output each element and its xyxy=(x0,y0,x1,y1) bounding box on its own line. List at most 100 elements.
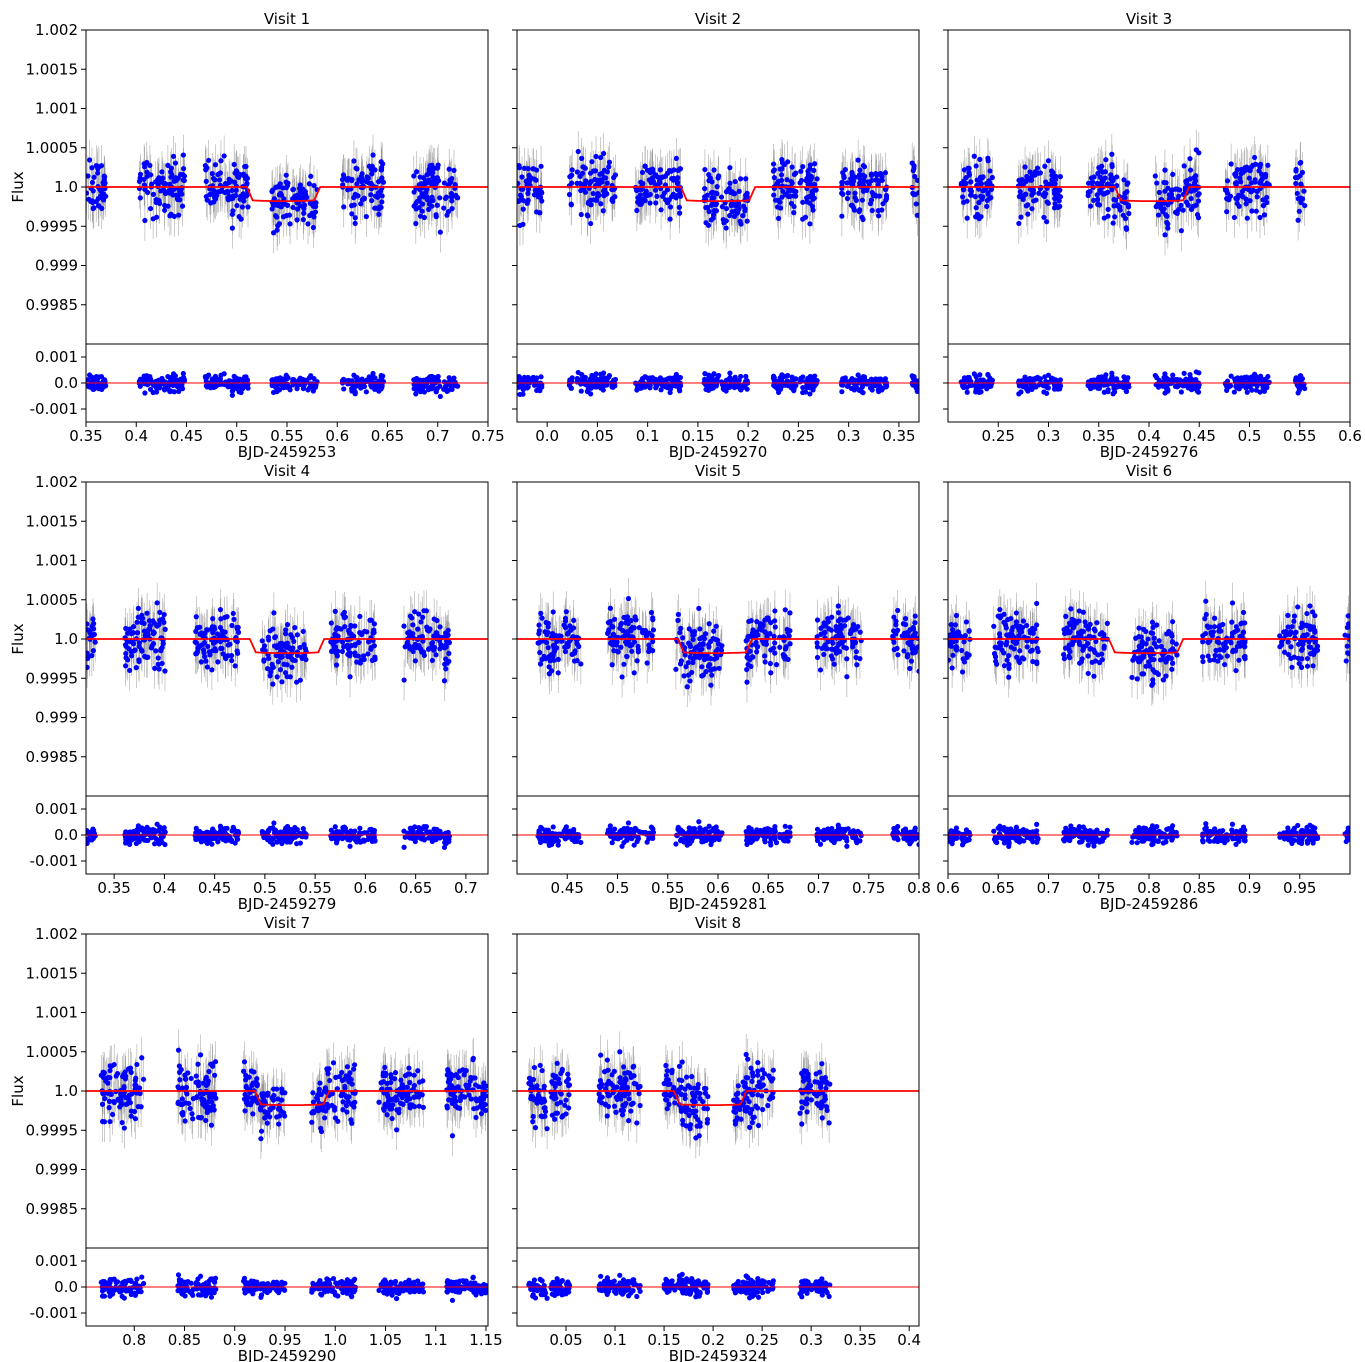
flux-point xyxy=(154,600,160,606)
flux-point xyxy=(153,214,160,220)
flux-point xyxy=(1165,202,1171,208)
flux-point xyxy=(1244,215,1250,221)
flux-point xyxy=(977,156,983,162)
residual-point xyxy=(212,378,218,384)
flux-point xyxy=(720,217,726,223)
residual-point xyxy=(670,378,677,384)
residual-point xyxy=(910,382,916,388)
residual-point xyxy=(229,392,235,398)
flux-point xyxy=(1298,159,1304,166)
flux-point xyxy=(123,625,129,632)
residual-point xyxy=(525,382,531,388)
flux-point xyxy=(668,168,674,174)
flux-point xyxy=(1041,214,1047,220)
flux-point xyxy=(711,208,717,214)
flux-point xyxy=(1232,171,1238,177)
flux-point xyxy=(130,641,137,647)
flux-point xyxy=(851,207,858,213)
residual-point xyxy=(95,383,101,390)
flux-point xyxy=(212,162,219,168)
flux-point xyxy=(352,191,358,197)
flux-point xyxy=(642,163,648,169)
flux-point xyxy=(976,200,982,206)
flux-point xyxy=(1224,178,1231,184)
flux-point xyxy=(964,215,970,221)
residual-point xyxy=(791,388,797,394)
flux-point xyxy=(416,198,422,204)
flux-point xyxy=(1022,164,1028,170)
transit-model-line xyxy=(86,186,488,202)
flux-point xyxy=(798,168,804,174)
residual-point xyxy=(738,373,744,380)
flux-point xyxy=(153,197,159,203)
flux-point xyxy=(127,626,133,632)
flux-point xyxy=(738,176,744,182)
x-tick-label: 0.25 xyxy=(782,427,815,445)
flux-point xyxy=(674,186,680,193)
flux-point xyxy=(341,204,347,210)
flux-point xyxy=(290,204,296,211)
flux-point xyxy=(727,165,733,171)
flux-point xyxy=(449,198,455,204)
flux-point xyxy=(167,181,173,187)
flux-point xyxy=(152,665,158,671)
flux-point xyxy=(142,164,148,170)
flux-point xyxy=(600,208,606,214)
residual-point xyxy=(1037,376,1043,382)
flux-point xyxy=(642,197,648,204)
residual-point xyxy=(1032,375,1038,382)
flux-point xyxy=(807,200,813,206)
flux-point xyxy=(740,213,746,219)
flux-point xyxy=(293,195,299,201)
flux-point xyxy=(967,186,974,192)
flux-point xyxy=(370,152,376,158)
flux-point xyxy=(124,657,131,663)
residual-point xyxy=(1105,387,1111,393)
flux-point xyxy=(984,197,990,204)
residual-point xyxy=(1101,389,1107,395)
flux-point xyxy=(175,196,181,203)
visit-panel-1: Visit 1 0.9985 0.999 0.9995 1.0 1.0005 1.001 1.… xyxy=(9,10,505,461)
flux-point xyxy=(1034,165,1041,171)
flux-point xyxy=(349,211,355,217)
flux-point xyxy=(1263,182,1269,188)
residual-point xyxy=(1041,389,1047,395)
flux-point xyxy=(1121,177,1127,183)
residual-point xyxy=(653,385,659,391)
residual-point xyxy=(744,378,750,384)
residual-point xyxy=(1155,380,1161,387)
flux-point xyxy=(1109,162,1115,168)
residual-point xyxy=(142,390,148,396)
residual-point xyxy=(874,376,880,383)
x-tick-label: 0.55 xyxy=(1283,427,1316,445)
residual-point xyxy=(1123,388,1129,394)
flux-point xyxy=(1265,162,1271,168)
flux-point xyxy=(340,182,346,188)
flux-point xyxy=(1163,180,1169,186)
flux-point xyxy=(241,194,247,201)
x-tick-label: 0.3 xyxy=(837,427,861,445)
flux-point xyxy=(985,191,991,197)
flux-point xyxy=(1224,209,1230,215)
residual-point xyxy=(287,387,293,393)
residual-point xyxy=(178,376,184,382)
residual-point xyxy=(674,382,681,389)
residual-point xyxy=(160,379,167,385)
flux-point xyxy=(1050,170,1056,176)
flux-point xyxy=(861,164,868,170)
x-tick-label: 0.5 xyxy=(225,427,249,445)
flux-point xyxy=(242,175,249,182)
flux-point xyxy=(144,654,150,661)
flux-point xyxy=(1029,206,1035,212)
flux-point xyxy=(212,177,218,183)
residual-point xyxy=(351,372,357,378)
flux-point xyxy=(239,204,245,210)
flux-point xyxy=(913,201,919,207)
flux-point xyxy=(706,208,712,215)
flux-point xyxy=(144,169,150,175)
flux-point xyxy=(294,217,300,223)
flux-point xyxy=(297,189,303,195)
flux-point xyxy=(274,184,280,190)
flux-point xyxy=(647,200,653,206)
flux-point xyxy=(349,202,355,209)
